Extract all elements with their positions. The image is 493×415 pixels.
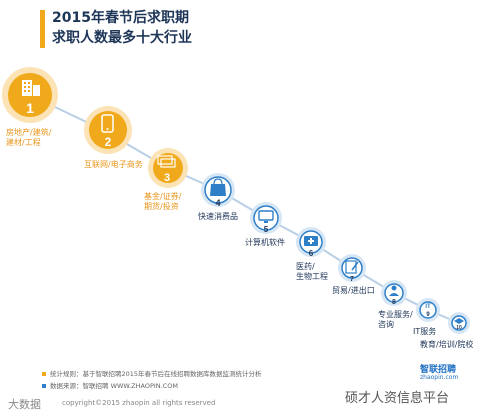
industry-node-1: 1 [2,67,58,123]
rank-number-2: 2 [105,135,112,149]
rank-number-5: 5 [264,225,269,234]
industry-label-5: 计算机软件 [245,238,285,247]
person-icon [389,285,399,296]
rank-number-9: 9 [426,312,430,318]
connector-line [29,94,460,324]
watermark-left: 大数据 [8,398,41,411]
it-icon: IT [425,304,431,310]
blue-bullet-icon [42,384,46,388]
stat-rule-note: 统计规则：基于智联招聘2015年春节后在线招聘数据库数据监测统计分析 [42,368,262,378]
watermark-right: 硕才人资信息平台 [345,391,450,406]
industry-label-3: 基金/证券/期货/投资 [144,192,182,211]
rank-number-3: 3 [164,172,170,184]
industry-node-8: 8 [381,280,407,306]
industry-node-9: IT 9 [416,298,440,322]
industry-label-9: IT服务 [413,327,437,336]
rank-number-1: 1 [26,100,34,116]
industry-node-10: 10 [448,312,470,334]
money-icon [157,155,176,168]
copyright-text: copyright©2015 zhaopin all rights reserv… [62,399,216,407]
medical-kit-icon [304,236,318,246]
brand-logo-sub: zhaopin.com [420,374,459,381]
shopping-bag-icon [210,178,226,196]
orange-bullet-icon [42,372,46,376]
page-title: 2015年春节后求职期 求职人数最多十大行业 [52,8,192,48]
rank-number-7: 7 [350,276,354,283]
title-accent-bar [40,10,45,48]
building-icon [22,80,40,96]
title-line-1: 2015年春节后求职期 [52,10,189,26]
industry-node-5: 5 [250,202,282,234]
industry-label-10: 教育/培训/院校 [420,340,474,349]
graduation-cap-icon [454,318,464,324]
rank-number-4: 4 [215,198,220,208]
industry-label-1: 房地产/建筑/建材/工程 [6,128,52,147]
rank-number-10: 10 [456,325,462,331]
industry-node-3: 3 [148,148,188,188]
industry-label-4: 快速消费品 [198,212,238,221]
phone-icon [101,114,114,133]
industry-label-8: 专业服务/咨询 [378,310,413,329]
document-pen-icon [345,260,359,274]
brand-logo: 智联招聘 [420,365,457,375]
title-line-2: 求职人数最多十大行业 [52,30,192,46]
industry-node-7: 7 [338,254,366,283]
ranking-diagram: 1 2 3 4 [2,67,470,334]
industry-node-6: 6 [296,227,326,258]
industry-label-6: 医药/生物工程 [296,262,328,281]
industry-label-2: 互联网/电子商务 [84,160,143,169]
rank-number-6: 6 [309,249,314,258]
rank-number-8: 8 [392,299,396,306]
industry-label-7: 贸易/进出口 [332,286,375,295]
data-source-note: 数据来源：智联招聘 WWW.ZHAOPIN.COM [42,380,178,390]
industry-node-4: 4 [201,173,235,208]
monitor-icon [258,210,274,223]
industry-node-2: 2 [84,106,132,154]
